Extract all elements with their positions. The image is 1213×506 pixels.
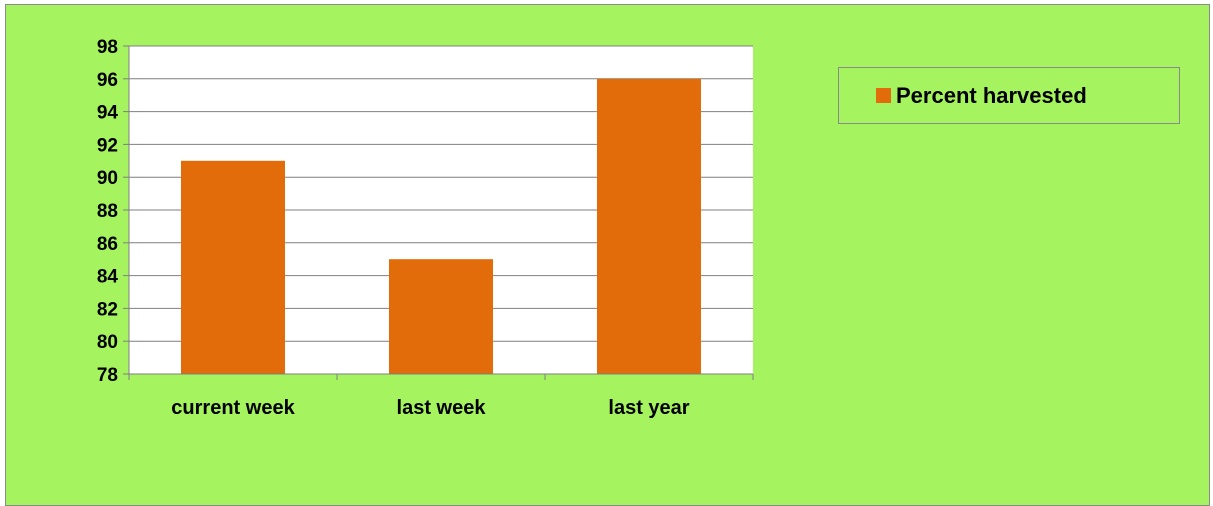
x-category-label: current week: [171, 397, 295, 419]
y-tick-label: 98: [97, 37, 118, 58]
legend-swatch: [876, 88, 891, 103]
bar-last-week: [389, 259, 493, 374]
y-tick-label: 90: [97, 168, 118, 189]
x-category-label: last year: [608, 397, 689, 419]
y-tick-label: 88: [97, 201, 118, 222]
y-tick-label: 80: [97, 332, 118, 353]
bar-last-year: [597, 79, 701, 374]
y-tick-label: 82: [97, 299, 118, 320]
y-tick-label: 84: [97, 267, 119, 288]
y-tick-label: 78: [97, 365, 118, 386]
y-tick-label: 86: [97, 234, 118, 255]
x-category-label: last week: [397, 397, 487, 419]
y-tick-label: 92: [97, 135, 118, 156]
y-tick-label: 94: [97, 103, 119, 124]
y-tick-label: 96: [97, 70, 118, 91]
legend: Percent harvested: [838, 67, 1180, 124]
bar-current-week: [181, 161, 285, 374]
legend-label: Percent harvested: [896, 83, 1087, 109]
